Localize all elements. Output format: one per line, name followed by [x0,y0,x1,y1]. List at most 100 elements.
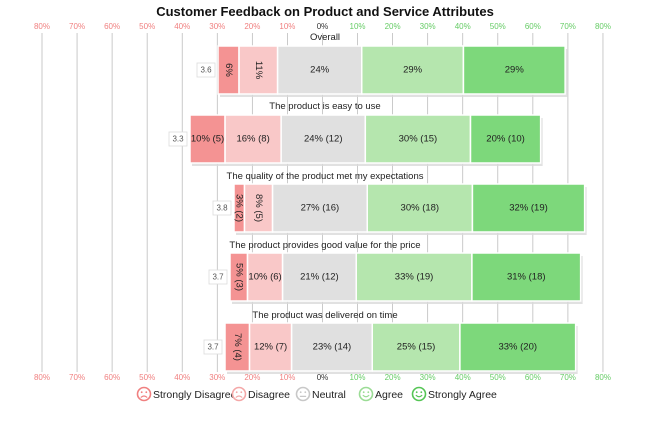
legend-item: Agree [358,386,403,402]
x-tick-label: 20% [244,373,260,382]
bar-segment [280,114,367,164]
x-tick-label: 30% [420,373,436,382]
x-tick-label: 60% [525,22,541,31]
bar-segment [471,252,582,302]
bar-segment [459,322,577,372]
legend-label: Disagree [248,389,290,401]
data-label: 10% (6) [248,272,281,283]
x-tick-label: 10% [279,22,295,31]
x-tick-label: 20% [385,373,401,382]
data-label: 31% (18) [507,272,546,283]
bar-segment [243,183,274,233]
x-tick-label: 70% [69,373,85,382]
data-label: 3% (2) [234,194,245,222]
x-tick-label: 20% [244,22,260,31]
question-row: The product is easy to use 10% (5) 16% (8)… [168,101,543,166]
mean-label: 3.3 [172,135,184,144]
bar-segment [471,183,586,233]
data-label: 23% (14) [313,342,352,353]
data-label: 12% (7) [254,342,287,353]
x-tick-label: 10% [350,22,366,31]
mean-label: 3.7 [212,273,224,282]
bar-segment [281,252,357,302]
legend-item: Disagree [231,386,290,402]
question-row: Overall 6% 11% 24% 29% 29% 3.6 [196,32,568,97]
x-tick-label: 70% [560,22,576,31]
mean-box [203,339,223,355]
chart-title: Customer Feedback on Product and Service… [156,4,494,19]
x-tick-label: 30% [209,22,225,31]
x-tick-label: 40% [455,373,471,382]
question-row: The product provides good value for the … [208,240,583,304]
data-label: 27% (16) [301,203,340,214]
data-label: 24% [310,65,330,76]
bar-segment [462,45,566,95]
question-row: The quality of the product met my expect… [212,171,587,235]
legend-label: Strongly Disagree [153,389,237,401]
mean-box [212,200,232,216]
bar-segment [246,252,284,302]
x-tick-label: 80% [34,373,50,382]
data-label: 6% [223,63,234,77]
data-label: 29% [403,65,423,76]
question-label: The product is easy to use [269,101,380,112]
legend-label: Neutral [312,389,346,401]
legend-label: Agree [375,389,403,401]
question-label: The product was delivered on time [252,310,397,321]
x-tick-label: 10% [350,373,366,382]
x-tick-label: 40% [174,22,190,31]
x-tick-label: 50% [139,22,155,31]
question-label: The product provides good value for the … [229,240,420,251]
data-label: 10% (5) [191,134,224,145]
bar-segment [224,322,251,372]
data-label: 33% (20) [498,342,537,353]
mean-label: 3.8 [216,204,228,213]
bar-segment [271,183,368,233]
mean-box [208,269,228,285]
data-label: 30% (15) [399,134,438,145]
x-tick-label: 60% [525,373,541,382]
data-label: 20% (10) [486,134,525,145]
question-rows: Overall 6% 11% 24% 29% 29% 3.6 The product is e… [168,32,587,374]
bar-segment [290,322,374,372]
data-label: 8% (5) [253,194,264,222]
x-tick-label: 60% [104,22,120,31]
x-tick-label: 10% [279,373,295,382]
data-label: 24% (12) [304,134,343,145]
face-icon [411,386,427,402]
mean-box [168,131,188,147]
x-tick-label: 30% [209,373,225,382]
data-label: 16% (8) [236,134,269,145]
x-ticks-top: 80% 70% 60% 50% 40% 30% 20% 10% 0% 10% 20% 30% 40% 50… [34,22,611,31]
x-tick-label: 50% [490,373,506,382]
x-tick-label: 70% [560,373,576,382]
data-label: 7% (4) [232,333,243,361]
legend-label: Strongly Agree [428,389,497,401]
x-tick-label: 80% [595,373,611,382]
bar-segment [364,114,472,164]
x-tick-label: 60% [104,373,120,382]
x-tick-label: 70% [69,22,85,31]
question-label: The quality of the product met my expect… [227,171,424,182]
legend-item: Neutral [295,386,346,402]
legend-item: Strongly Agree [411,386,497,402]
x-tick-label: 30% [420,22,436,31]
legend: Strongly Disagree Disagree Neutral Agree Str… [136,386,497,402]
mean-label: 3.7 [207,343,219,352]
x-tick-label: 20% [385,22,401,31]
data-label: 11% [253,61,264,80]
bar-segment [355,252,473,302]
bar-segment [371,322,461,372]
face-icon [358,386,374,402]
x-tick-label: 0% [317,22,329,31]
x-tick-label: 50% [139,373,155,382]
data-label: 21% (12) [300,272,339,283]
bar-segment [276,45,363,95]
x-tick-label: 80% [595,22,611,31]
question-row: The product was delivered on time 7% (4) 1… [203,310,578,374]
data-label: 30% (18) [401,203,440,214]
x-tick-label: 50% [490,22,506,31]
data-label: 33% (19) [395,272,434,283]
bar-segment [248,322,293,372]
